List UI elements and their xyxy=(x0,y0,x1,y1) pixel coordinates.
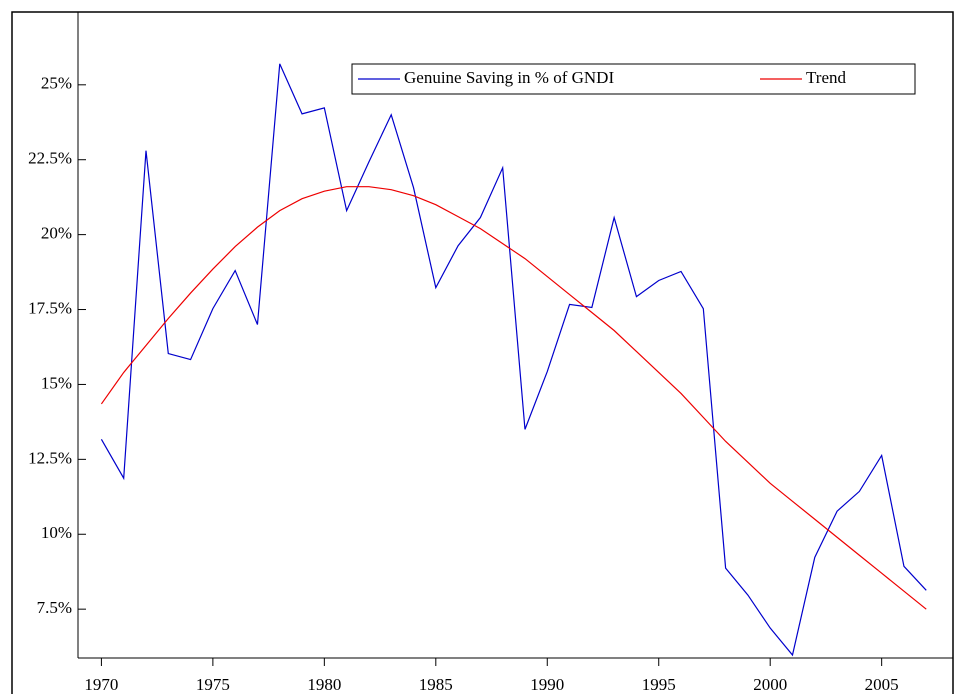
x-tick-label: 1980 xyxy=(307,675,341,694)
y-tick-label: 22.5% xyxy=(28,149,72,168)
series-line xyxy=(100,186,927,610)
y-tick-label: 25% xyxy=(41,74,72,93)
x-tick-label: 1990 xyxy=(530,675,564,694)
x-tick-label: 2005 xyxy=(865,675,899,694)
y-tick-label: 7.5% xyxy=(37,598,72,617)
x-tick-label: 1985 xyxy=(419,675,453,694)
legend-box xyxy=(351,63,916,95)
x-tick-label: 1975 xyxy=(196,675,230,694)
y-tick-label: 17.5% xyxy=(28,298,72,317)
legend-label: Genuine Saving in % of GNDI xyxy=(404,68,614,87)
y-tick-label: 15% xyxy=(41,373,72,392)
legend-label: Trend xyxy=(806,68,846,87)
x-tick-label: 1970 xyxy=(84,675,118,694)
y-tick-label: 10% xyxy=(41,523,72,542)
frame xyxy=(11,11,954,694)
x-tick-label: 1995 xyxy=(642,675,676,694)
y-tick-label: 20% xyxy=(41,224,72,243)
y-tick-label: 12.5% xyxy=(28,448,72,467)
x-tick-label: 2000 xyxy=(753,675,787,694)
series-line xyxy=(100,63,927,657)
